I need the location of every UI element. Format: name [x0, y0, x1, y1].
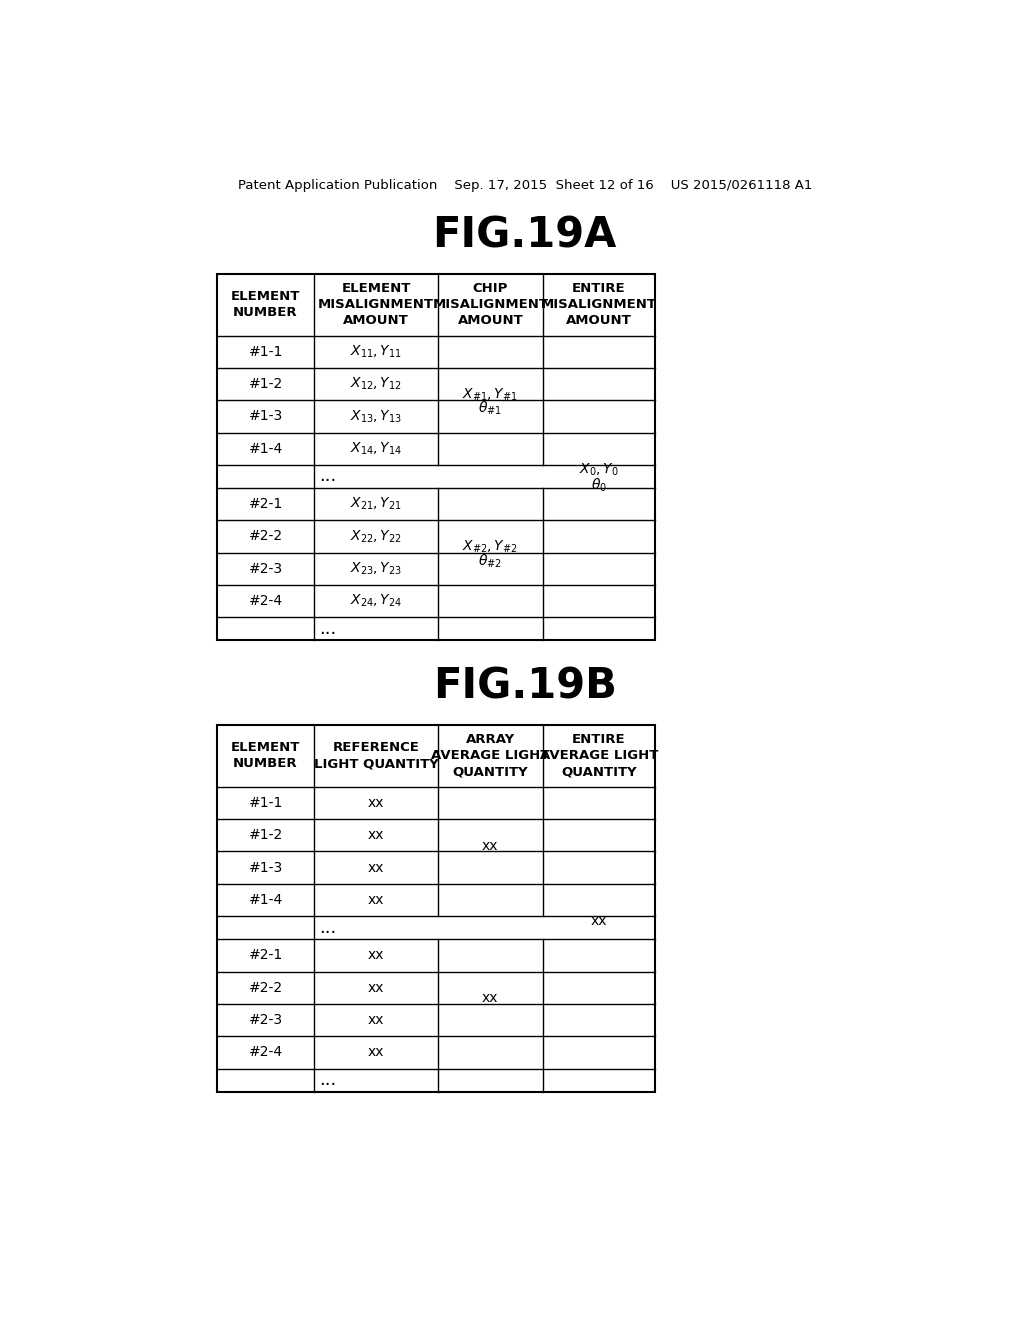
Text: ...: ... — [318, 919, 336, 937]
Text: ELEMENT
MISALIGNMENT
AMOUNT: ELEMENT MISALIGNMENT AMOUNT — [318, 282, 434, 327]
Text: xx: xx — [368, 892, 384, 907]
Text: REFERENCE
LIGHT QUANTITY: REFERENCE LIGHT QUANTITY — [313, 742, 438, 771]
Text: #2-4: #2-4 — [249, 1045, 283, 1060]
Text: CHIP
MISALIGNMENT
AMOUNT: CHIP MISALIGNMENT AMOUNT — [432, 282, 548, 327]
Text: $X_{11}, Y_{11}$: $X_{11}, Y_{11}$ — [350, 343, 402, 360]
Text: $X_0, Y_0$: $X_0, Y_0$ — [579, 462, 618, 478]
Text: #1-4: #1-4 — [249, 442, 283, 455]
Text: #2-3: #2-3 — [249, 1012, 283, 1027]
Text: ARRAY
AVERAGE LIGHT
QUANTITY: ARRAY AVERAGE LIGHT QUANTITY — [431, 734, 550, 779]
Text: xx: xx — [368, 981, 384, 995]
Text: FIG.19A: FIG.19A — [432, 214, 617, 256]
Text: ENTIRE
AVERAGE LIGHT
QUANTITY: ENTIRE AVERAGE LIGHT QUANTITY — [540, 734, 658, 779]
Text: #2-4: #2-4 — [249, 594, 283, 609]
Text: ELEMENT
NUMBER: ELEMENT NUMBER — [230, 290, 300, 319]
Text: #2-1: #2-1 — [249, 948, 283, 962]
Text: xx: xx — [368, 1012, 384, 1027]
Text: $X_{13}, Y_{13}$: $X_{13}, Y_{13}$ — [350, 408, 402, 425]
Text: #2-1: #2-1 — [249, 498, 283, 511]
Text: #1-1: #1-1 — [249, 796, 283, 810]
Text: $X_{22}, Y_{22}$: $X_{22}, Y_{22}$ — [350, 528, 402, 545]
Text: xx: xx — [482, 840, 499, 853]
Text: #1-2: #1-2 — [249, 378, 283, 391]
Text: xx: xx — [482, 991, 499, 1006]
Text: xx: xx — [368, 828, 384, 842]
Text: xx: xx — [368, 948, 384, 962]
Text: #1-4: #1-4 — [249, 892, 283, 907]
Text: xx: xx — [591, 915, 607, 928]
Text: xx: xx — [368, 1045, 384, 1060]
Text: $\theta_{\#2}$: $\theta_{\#2}$ — [478, 552, 502, 570]
Text: ...: ... — [318, 1071, 336, 1089]
Text: #1-3: #1-3 — [249, 861, 283, 875]
Text: #1-2: #1-2 — [249, 828, 283, 842]
Text: #2-3: #2-3 — [249, 562, 283, 576]
Text: xx: xx — [368, 861, 384, 875]
Text: ...: ... — [318, 467, 336, 486]
Text: $X_{23}, Y_{23}$: $X_{23}, Y_{23}$ — [350, 561, 402, 577]
Text: FIG.19B: FIG.19B — [433, 665, 616, 708]
Text: xx: xx — [368, 796, 384, 810]
Text: $\theta_0$: $\theta_0$ — [591, 477, 607, 495]
Text: #2-2: #2-2 — [249, 981, 283, 995]
Text: ELEMENT
NUMBER: ELEMENT NUMBER — [230, 742, 300, 771]
Text: ENTIRE
MISALIGNMENT
AMOUNT: ENTIRE MISALIGNMENT AMOUNT — [541, 282, 656, 327]
Text: $X_{12}, Y_{12}$: $X_{12}, Y_{12}$ — [350, 376, 402, 392]
Text: #2-2: #2-2 — [249, 529, 283, 544]
Text: $X_{\#2}, Y_{\#2}$: $X_{\#2}, Y_{\#2}$ — [463, 539, 518, 556]
Text: $X_{\#1}, Y_{\#1}$: $X_{\#1}, Y_{\#1}$ — [463, 387, 518, 403]
Text: #1-1: #1-1 — [249, 345, 283, 359]
Text: ...: ... — [318, 620, 336, 638]
Text: #1-3: #1-3 — [249, 409, 283, 424]
Text: $X_{24}, Y_{24}$: $X_{24}, Y_{24}$ — [350, 593, 402, 610]
Text: $X_{21}, Y_{21}$: $X_{21}, Y_{21}$ — [350, 496, 402, 512]
Text: $X_{14}, Y_{14}$: $X_{14}, Y_{14}$ — [350, 441, 402, 457]
Text: $\theta_{\#1}$: $\theta_{\#1}$ — [478, 400, 502, 417]
Text: Patent Application Publication    Sep. 17, 2015  Sheet 12 of 16    US 2015/02611: Patent Application Publication Sep. 17, … — [238, 178, 812, 191]
